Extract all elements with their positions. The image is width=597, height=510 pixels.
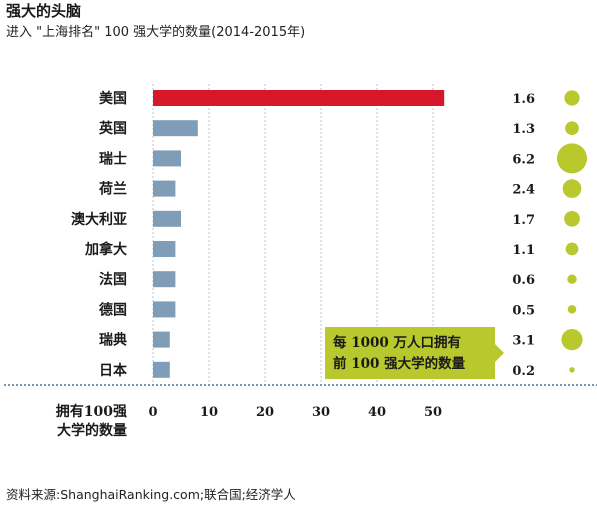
per-capita-bubble <box>567 274 577 284</box>
x-tick-label: 40 <box>368 405 386 420</box>
bar <box>153 210 181 227</box>
x-tick-label: 50 <box>424 405 442 420</box>
per-capita-value: 1.3 <box>512 122 535 137</box>
bar <box>153 120 198 137</box>
per-capita-values: 1.6 1.3 6.2 2.4 1.7 1.1 0.6 0.5 3.1 0.2 <box>512 92 535 379</box>
category-label: 加拿大 <box>84 241 127 258</box>
per-capita-value: 1.6 <box>512 92 535 107</box>
bar <box>153 241 176 257</box>
category-label: 德国 <box>99 301 127 318</box>
per-capita-value: 0.6 <box>512 273 535 288</box>
per-capita-value: 3.1 <box>512 334 535 349</box>
callout-box <box>325 327 495 379</box>
per-capita-bubble <box>564 90 580 106</box>
per-capita-value: 0.5 <box>512 303 535 318</box>
bar <box>153 90 445 106</box>
category-label: 瑞典 <box>99 332 127 349</box>
per-capita-value: 0.2 <box>512 364 535 379</box>
category-label: 法国 <box>99 271 127 288</box>
chart-title: 强大的头脑 <box>6 2 82 20</box>
callout-pointer <box>495 344 504 362</box>
per-capita-bubble <box>569 367 575 373</box>
x-axis-title: 大学的数量 <box>57 422 127 439</box>
per-capita-bubble <box>565 242 579 256</box>
per-capita-bubble <box>557 143 587 174</box>
bar <box>153 180 176 197</box>
bar <box>153 150 181 167</box>
category-label: 荷兰 <box>98 181 127 198</box>
chart-subtitle: 进入 "上海排名" 100 强大学的数量(2014-2015年) <box>6 25 306 40</box>
x-tick-label: 10 <box>200 405 218 420</box>
category-label: 澳大利亚 <box>71 211 127 228</box>
per-capita-bubble <box>567 305 577 314</box>
bar <box>153 361 170 378</box>
x-axis-title: 拥有100强 <box>56 403 127 420</box>
x-tick-label: 20 <box>256 405 274 420</box>
per-capita-value: 1.7 <box>512 213 535 228</box>
bars <box>153 90 445 378</box>
callout-text: 每 1000 万人口拥有 <box>333 334 461 351</box>
per-capita-value: 6.2 <box>512 152 535 167</box>
per-capita-bubbles <box>557 90 587 373</box>
category-label: 日本 <box>99 362 128 379</box>
per-capita-bubble <box>561 328 583 351</box>
category-label: 美国 <box>99 90 127 107</box>
x-tick-label: 0 <box>148 405 157 420</box>
callout-text: 前 100 强大学的数量 <box>333 355 466 372</box>
x-tick-label: 30 <box>312 405 330 420</box>
category-label: 英国 <box>98 120 127 137</box>
bar <box>153 271 176 288</box>
category-label: 瑞士 <box>99 150 127 167</box>
per-capita-bubble <box>562 179 582 198</box>
bar <box>153 301 176 318</box>
source-note: 资料来源:ShanghaiRanking.com;联合国;经济学人 <box>6 487 296 502</box>
bar <box>153 331 170 348</box>
per-capita-value: 1.1 <box>512 243 535 258</box>
per-capita-value: 2.4 <box>512 183 535 198</box>
per-capita-bubble <box>564 210 580 227</box>
per-capita-bubble <box>565 121 579 136</box>
